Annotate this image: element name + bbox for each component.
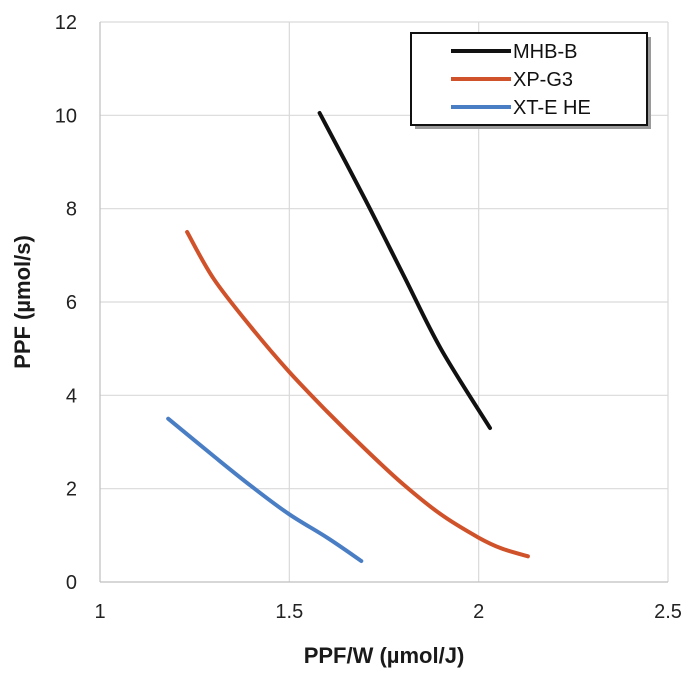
y-tick-label: 4 (66, 385, 77, 407)
x-tick-label: 1.5 (275, 601, 303, 623)
legend-label: MHB-B (513, 41, 577, 63)
y-tick-label: 8 (66, 199, 77, 221)
x-tick-label: 2.5 (654, 601, 682, 623)
axes (99, 22, 668, 583)
y-tick-label: 0 (66, 572, 77, 594)
x-tick-label: 2 (473, 601, 484, 623)
y-tick-label: 10 (55, 105, 77, 127)
series-lines (166, 111, 530, 563)
legend-label: XT-E HE (513, 97, 591, 119)
series-line-xt-e-he (166, 416, 364, 563)
x-axis-title: PPF/W (µmol/J) (304, 643, 465, 668)
legend-box (410, 32, 648, 126)
series-line-xp-g3 (185, 230, 530, 559)
legend: MHB-B XP-G3 XT-E HE (410, 32, 651, 129)
x-tick-labels: 1 1.5 2 2.5 (94, 601, 681, 623)
y-tick-labels: 0 2 4 6 8 10 12 (55, 12, 77, 594)
legend-label: XP-G3 (513, 69, 573, 91)
y-tick-label: 2 (66, 479, 77, 501)
series-line-mhb-b (317, 111, 492, 430)
y-tick-label: 6 (66, 292, 77, 314)
y-axis-title: PPF (µmol/s) (10, 235, 35, 369)
x-tick-label: 1 (94, 601, 105, 623)
y-tick-label: 12 (55, 12, 77, 34)
